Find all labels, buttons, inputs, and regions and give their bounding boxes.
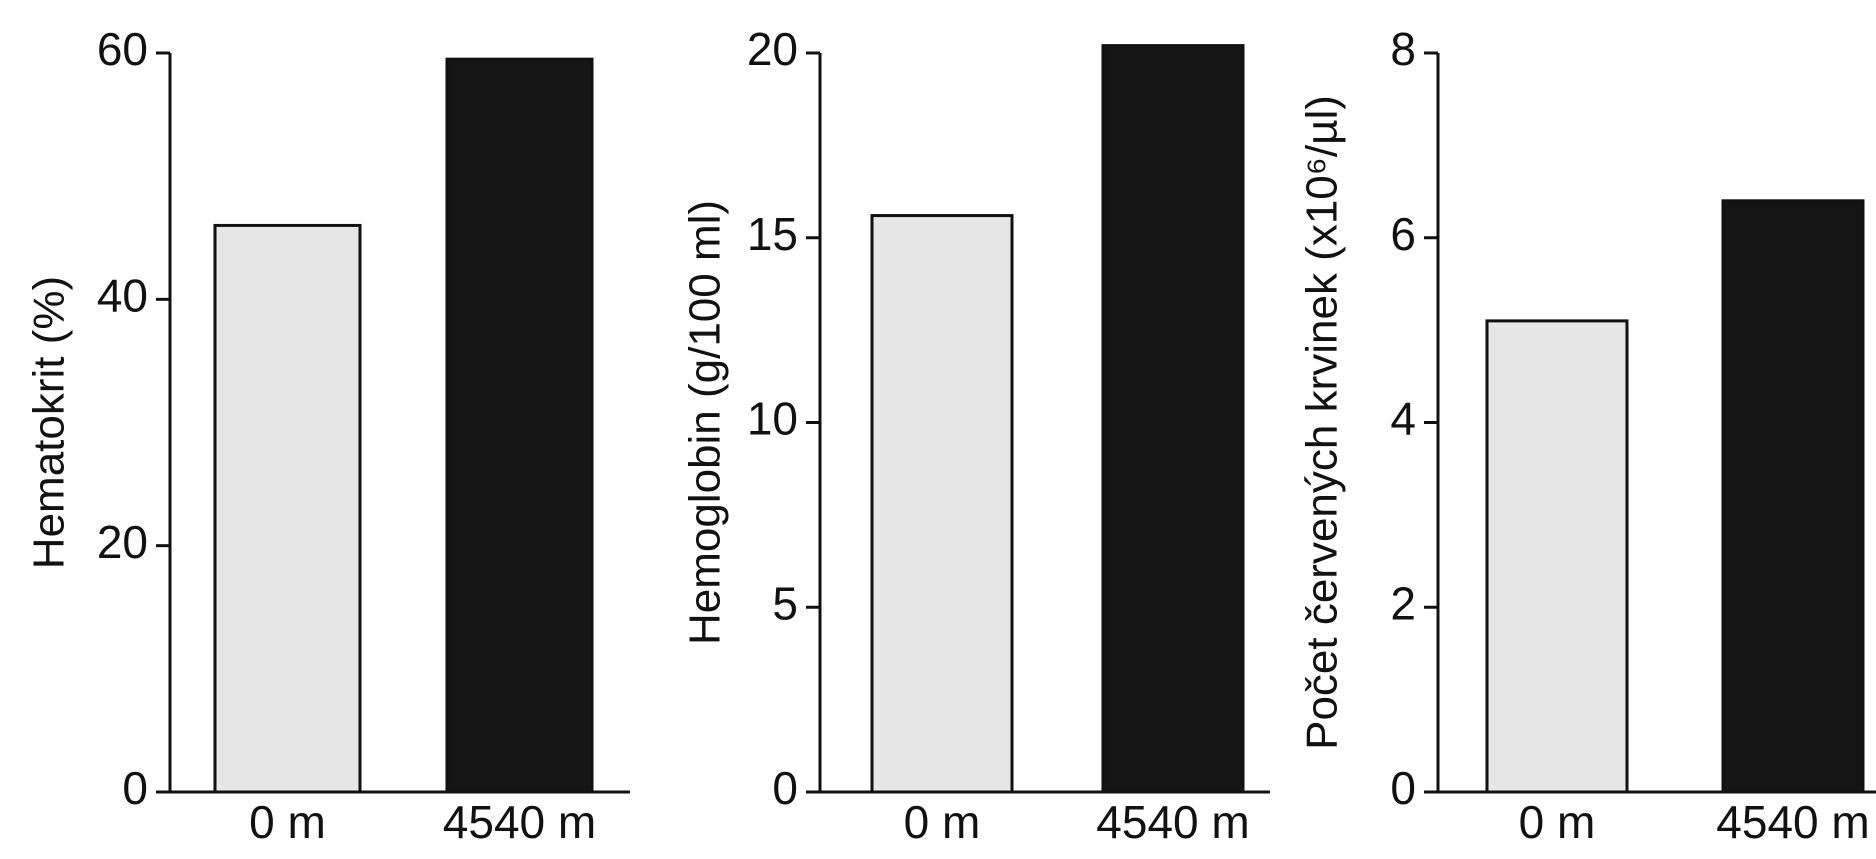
y-tick-label: 5 (772, 577, 798, 629)
y-tick-label: 6 (1390, 208, 1416, 260)
bar-0-m (213, 223, 362, 794)
y-tick-label: 40 (97, 269, 148, 321)
y-axis-title: Počet červených krvinek (x10⁶/µl) (1298, 95, 1347, 750)
x-category-label: 0 m (1519, 796, 1596, 848)
hematocrit-chart: Hematokrit (%) 0 20 40 60 0 m 4540 m (25, 23, 630, 848)
bar-4540-m (445, 57, 594, 794)
hemoglobin-chart: Hemoglobin (g/100 ml) 0 5 10 15 20 0 m 4540 m (681, 23, 1270, 848)
x-category-label: 4540 m (443, 796, 596, 848)
y-tick-label: 15 (747, 208, 798, 260)
bar-4540-m (1101, 44, 1245, 794)
y-tick-label: 0 (122, 762, 148, 814)
y-axis-title: Hemoglobin (g/100 ml) (681, 200, 730, 645)
y-tick-label: 0 (772, 762, 798, 814)
y-axis-title: Hematokrit (%) (25, 276, 74, 569)
x-category-label: 0 m (904, 796, 981, 848)
x-category-label: 4540 m (1716, 796, 1869, 848)
y-tick-label: 10 (747, 393, 798, 445)
bar-4540-m (1721, 199, 1865, 794)
x-category-label: 4540 m (1096, 796, 1249, 848)
y-tick-label: 60 (97, 23, 148, 75)
red-blood-cell-count-chart: Počet červených krvinek (x10⁶/µl) 02468 … (1298, 23, 1876, 848)
bar-0-m (1485, 319, 1629, 794)
y-tick-label: 20 (97, 516, 148, 568)
bar-0-m (870, 214, 1014, 794)
y-tick-label: 4 (1390, 393, 1416, 445)
y-tick-label: 0 (1390, 762, 1416, 814)
x-category-label: 0 m (249, 796, 326, 848)
y-tick-label: 8 (1390, 23, 1416, 75)
y-tick-label: 20 (747, 23, 798, 75)
y-tick-label: 2 (1390, 577, 1416, 629)
